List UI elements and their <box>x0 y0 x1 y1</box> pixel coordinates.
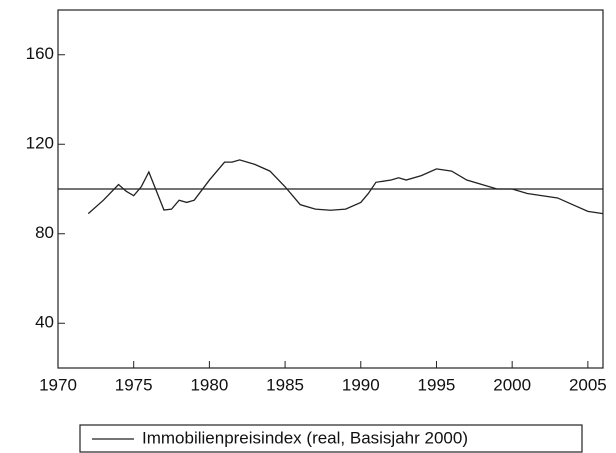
y-tick-label: 120 <box>26 134 54 153</box>
legend-box <box>79 424 583 453</box>
x-tick-label: 1980 <box>190 375 228 394</box>
x-tick-label: 1970 <box>39 375 77 394</box>
y-tick-label: 160 <box>26 44 54 63</box>
x-tick-label: 2005 <box>569 375 607 394</box>
y-tick-label: 80 <box>35 223 54 242</box>
data-line <box>87 159 604 215</box>
x-tick-label: 1975 <box>115 375 153 394</box>
x-tick-label: 2000 <box>493 375 531 394</box>
legend-label: Immobilienpreisindex (real, Basisjahr 20… <box>142 428 468 447</box>
x-tick-label: 1995 <box>418 375 456 394</box>
x-tick-label: 1985 <box>266 375 304 394</box>
x-tick-label: 1990 <box>342 375 380 394</box>
y-tick-label: 40 <box>35 313 54 332</box>
